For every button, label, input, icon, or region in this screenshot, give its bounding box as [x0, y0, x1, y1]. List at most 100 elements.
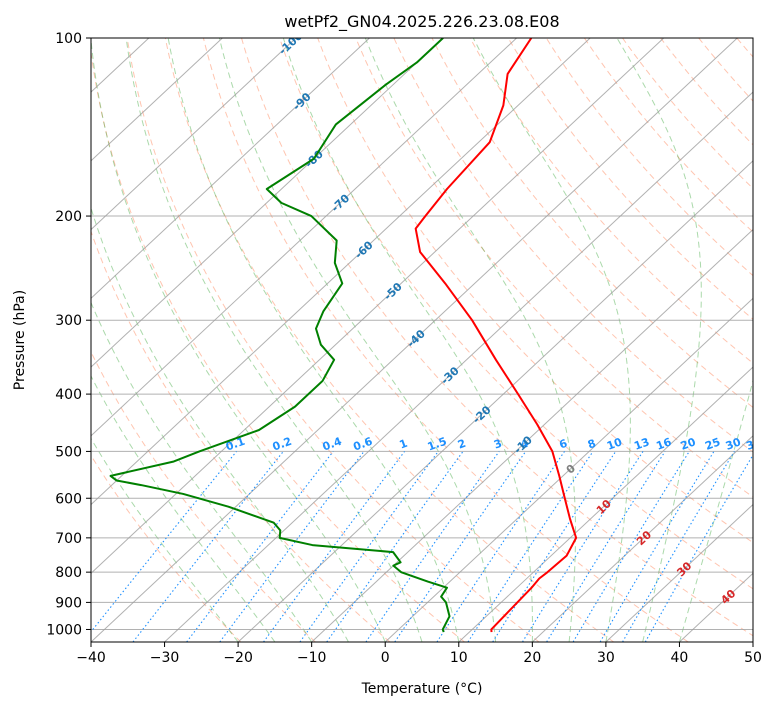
x-tick-label: −10 — [297, 650, 327, 666]
moist-adiabat-line — [125, 38, 423, 642]
mixing-ratio-label: 1 — [398, 437, 410, 452]
mixing-ratio-label: 6 — [557, 437, 569, 452]
dry-adiabat-line — [622, 38, 753, 190]
mixing-ratio-label: 2 — [456, 437, 468, 452]
dry-adiabat-line — [660, 38, 753, 146]
dry-adiabat-line — [91, 49, 465, 642]
mixing-ratio-line — [365, 451, 500, 642]
isotherm-line — [91, 38, 297, 231]
isotherm-line — [384, 297, 753, 642]
dry-adiabat-line — [202, 38, 689, 642]
dry-adiabat-line — [91, 350, 316, 642]
mixing-ratio-line — [436, 451, 565, 642]
x-tick-label: 40 — [671, 650, 689, 666]
mixing-ratio-label: 20 — [679, 435, 698, 453]
isotherm-line — [91, 38, 738, 642]
mixing-ratio-label: 16 — [654, 435, 673, 453]
mixing-ratio-label: 0.6 — [351, 435, 374, 454]
dry-adiabat-line — [469, 38, 753, 364]
moist-adiabat-line — [678, 378, 753, 642]
dry-adiabat-line — [545, 38, 753, 277]
dry-adiabat-line — [91, 454, 242, 642]
mixing-ratio-label: 36 — [745, 435, 764, 453]
isotherm-line — [91, 38, 223, 162]
mixing-ratio-label: 0.1 — [224, 435, 247, 454]
isotherm-line — [531, 435, 753, 642]
moist-adiabat-line — [616, 38, 702, 642]
chart-title: wetPf2_GN04.2025.226.23.08.E08 — [284, 12, 559, 32]
mixing-ratio-label: 1.5 — [426, 435, 449, 454]
axes: −40 −30 −20 −10 0 10 20 30 40 50 1000 900 800 700 600 5… — [46, 31, 762, 666]
mixing-ratio-label: 0.2 — [271, 435, 294, 454]
mixing-ratio-line — [186, 451, 334, 642]
x-tick-label: 50 — [744, 650, 762, 666]
mixing-ratio-label: 25 — [703, 435, 722, 452]
moist-adiabat-line — [91, 374, 276, 642]
y-tick-label: 800 — [55, 565, 82, 581]
x-tick-label: −40 — [76, 650, 106, 666]
dry-adiabat-line — [164, 38, 614, 642]
mixing-ratio-line — [467, 451, 594, 642]
moist-adiabat-line — [167, 38, 460, 642]
y-tick-label: 200 — [55, 209, 82, 225]
mixing-ratio-label: 3 — [492, 437, 504, 452]
y-tick-label: 700 — [55, 531, 82, 547]
y-tick-label: 1000 — [46, 622, 82, 638]
mixing-ratio-label: 8 — [586, 437, 598, 452]
dewpoint-profile-line — [109, 38, 451, 633]
background-lines — [91, 38, 753, 642]
dry-adiabat-line — [91, 230, 391, 642]
mixing-ratio-line — [394, 451, 527, 642]
isotherm-line — [164, 91, 753, 642]
y-tick-label: 900 — [55, 595, 82, 611]
isotherm-line — [91, 38, 370, 299]
moist-adiabat-line — [218, 38, 497, 642]
mixing-ratio-line — [91, 451, 237, 633]
dry-adiabat-line — [279, 38, 753, 590]
mixing-ratio-line — [219, 451, 365, 642]
dry-adiabat-line — [241, 38, 753, 637]
dry-adiabat-line — [393, 38, 753, 453]
dry-adiabat-line — [126, 38, 540, 642]
plot-frame — [90, 37, 754, 643]
x-tick-label: 20 — [523, 650, 541, 666]
isotherm-line — [91, 38, 665, 574]
moist-adiabat-line — [472, 38, 631, 642]
x-tick-label: 10 — [450, 650, 468, 666]
mixing-ratio-line — [546, 451, 666, 642]
isotherm-line — [91, 38, 517, 437]
mixing-ratio-label: 0.4 — [321, 435, 344, 454]
y-axis-label: Pressure (hPa) — [12, 290, 28, 390]
x-axis-label: Temperature (°C) — [361, 681, 483, 697]
moist-adiabats — [91, 38, 753, 642]
moist-adiabat-line — [91, 437, 239, 642]
mixing-ratio-label: 10 — [605, 435, 624, 453]
x-tick-label: 30 — [597, 650, 615, 666]
isotherm-line — [311, 228, 753, 642]
moist-adiabat-line — [364, 38, 576, 642]
x-tick-label: 0 — [381, 650, 390, 666]
isotherm-line — [237, 160, 753, 642]
mixing-ratio-label: 4 — [519, 437, 531, 452]
mixing-ratio-line — [572, 451, 690, 642]
mixing-ratio-lines — [91, 451, 753, 642]
y-tick-label: 600 — [55, 491, 82, 507]
y-tick-label: 100 — [55, 31, 82, 47]
mixing-ratio-label: 30 — [724, 435, 743, 453]
temperature-profile-line — [414, 38, 578, 633]
y-tick-label: 500 — [55, 444, 82, 460]
mixing-ratio-label: 13 — [632, 435, 651, 452]
mixing-ratio-line — [299, 451, 439, 642]
dry-adiabat-line — [355, 38, 753, 498]
x-tick-label: −30 — [150, 650, 180, 666]
isotherm-line — [91, 38, 444, 368]
isotherms — [91, 38, 753, 642]
y-tick-label: 300 — [55, 313, 82, 329]
isotherm-line — [458, 366, 753, 642]
moist-adiabat-line — [282, 38, 533, 642]
isotherm-line — [91, 38, 591, 506]
dry-adiabats — [91, 38, 753, 642]
